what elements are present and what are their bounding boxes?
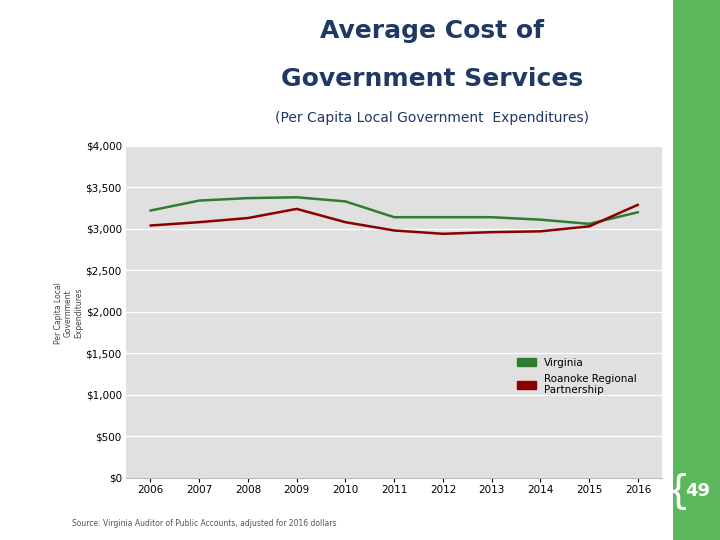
- Roanoke Regional
Partnership: [438, 231, 447, 237]
- Line: Virginia: Virginia: [150, 197, 638, 224]
- Roanoke Regional
Partnership: [390, 227, 399, 234]
- Line: Roanoke Regional
Partnership: Roanoke Regional Partnership: [150, 205, 638, 234]
- Roanoke Regional
Partnership: [292, 206, 301, 212]
- Roanoke Regional
Partnership: [341, 219, 350, 225]
- Text: Government Services: Government Services: [281, 68, 583, 91]
- Virginia: [487, 214, 496, 220]
- Virginia: [585, 221, 593, 227]
- Text: (Per Capita Local Government  Expenditures): (Per Capita Local Government Expenditure…: [275, 111, 589, 125]
- Roanoke Regional
Partnership: [195, 219, 204, 225]
- Roanoke Regional
Partnership: [146, 222, 155, 229]
- Roanoke Regional
Partnership: [536, 228, 545, 234]
- Legend: Virginia, Roanoke Regional
Partnership: Virginia, Roanoke Regional Partnership: [513, 354, 641, 400]
- Roanoke Regional
Partnership: [243, 215, 252, 221]
- Virginia: [292, 194, 301, 200]
- Virginia: [146, 207, 155, 214]
- Virginia: [634, 209, 642, 215]
- Virginia: [195, 197, 204, 204]
- Virginia: [438, 214, 447, 220]
- Roanoke Regional
Partnership: [487, 229, 496, 235]
- Text: Source: Virginia Auditor of Public Accounts, adjusted for 2016 dollars: Source: Virginia Auditor of Public Accou…: [72, 519, 336, 528]
- Roanoke Regional
Partnership: [634, 201, 642, 208]
- Virginia: [341, 198, 350, 205]
- Roanoke Regional
Partnership: [585, 223, 593, 230]
- Virginia: [536, 217, 545, 223]
- Virginia: [390, 214, 399, 220]
- Text: Average Cost of: Average Cost of: [320, 19, 544, 43]
- Virginia: [243, 195, 252, 201]
- Text: Per Capita Local
Government
Expenditures: Per Capita Local Government Expenditures: [53, 282, 84, 344]
- Text: 49: 49: [685, 482, 710, 501]
- Text: {: {: [665, 472, 690, 510]
